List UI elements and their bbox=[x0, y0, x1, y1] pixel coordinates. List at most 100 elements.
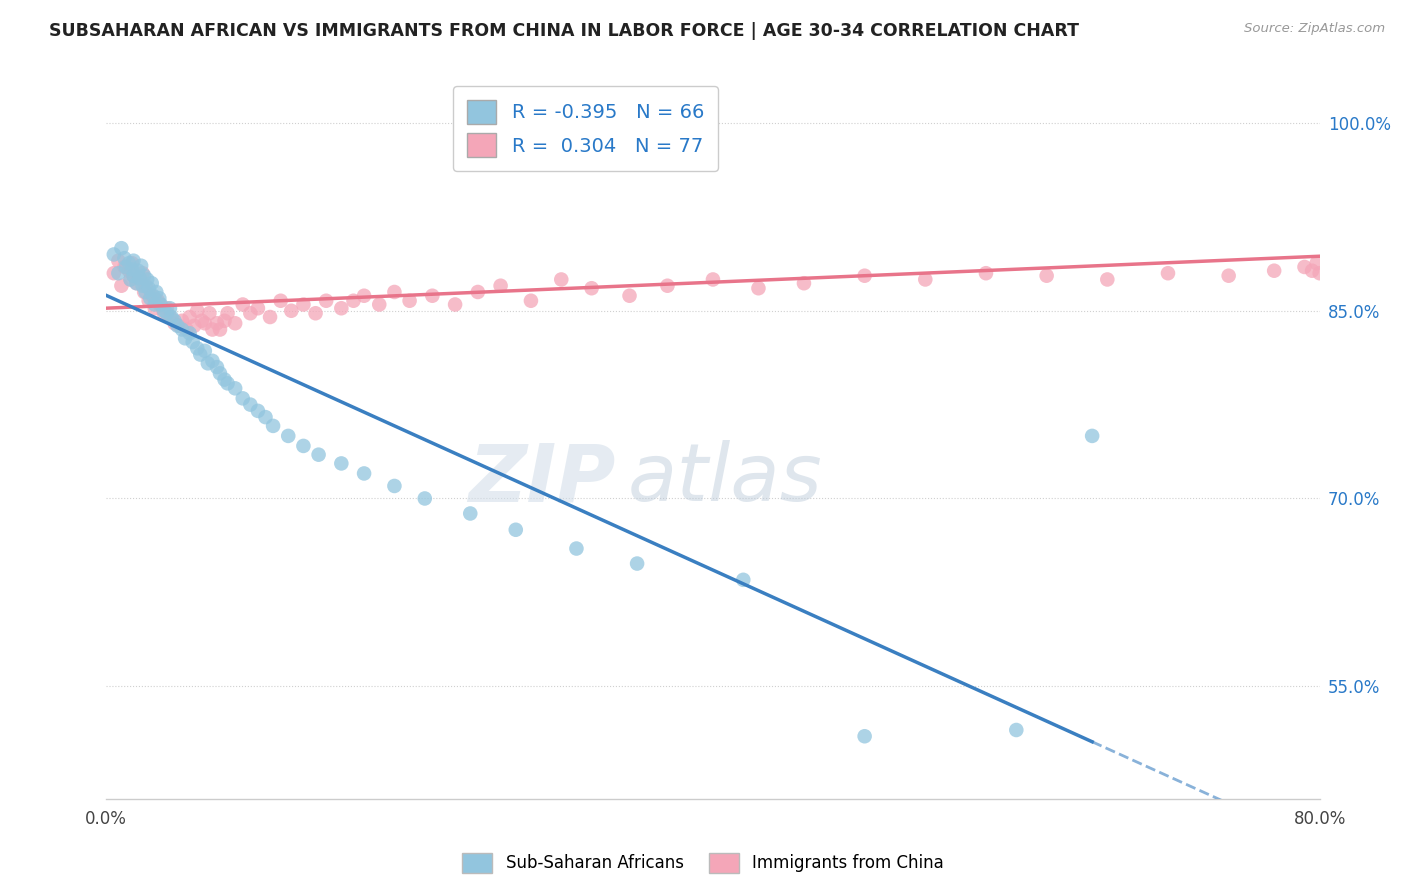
Point bbox=[159, 310, 181, 324]
Point bbox=[254, 410, 277, 425]
Point bbox=[1097, 272, 1119, 286]
Point bbox=[122, 268, 145, 283]
Point bbox=[246, 404, 269, 418]
Point bbox=[148, 297, 170, 311]
Point bbox=[232, 392, 254, 406]
Point bbox=[125, 277, 148, 291]
Point bbox=[160, 310, 183, 324]
Point bbox=[183, 318, 205, 333]
Point bbox=[128, 271, 150, 285]
Point bbox=[208, 367, 231, 381]
Point bbox=[619, 289, 641, 303]
Point bbox=[368, 297, 391, 311]
Point bbox=[505, 523, 527, 537]
Point bbox=[205, 316, 228, 330]
Point bbox=[270, 293, 292, 308]
Point bbox=[166, 318, 188, 333]
Point bbox=[153, 306, 176, 320]
Point bbox=[149, 297, 172, 311]
Point bbox=[110, 241, 132, 255]
Point bbox=[134, 268, 156, 283]
Point bbox=[217, 306, 239, 320]
Point bbox=[304, 306, 326, 320]
Point bbox=[702, 272, 724, 286]
Point bbox=[1263, 263, 1285, 277]
Point bbox=[262, 418, 284, 433]
Point bbox=[141, 289, 163, 303]
Point bbox=[186, 303, 208, 318]
Point bbox=[118, 256, 141, 270]
Point bbox=[330, 457, 353, 471]
Point bbox=[197, 356, 219, 370]
Point bbox=[107, 266, 129, 280]
Point bbox=[747, 281, 769, 295]
Point bbox=[398, 293, 420, 308]
Point bbox=[181, 334, 204, 349]
Point bbox=[1035, 268, 1057, 283]
Point bbox=[626, 557, 648, 571]
Point bbox=[458, 507, 481, 521]
Point bbox=[1005, 723, 1028, 737]
Point bbox=[145, 285, 167, 299]
Point bbox=[114, 260, 136, 274]
Point bbox=[128, 271, 150, 285]
Point bbox=[444, 297, 467, 311]
Point bbox=[194, 343, 217, 358]
Point bbox=[153, 303, 176, 318]
Point bbox=[1157, 266, 1180, 280]
Point bbox=[277, 429, 299, 443]
Point bbox=[342, 293, 364, 308]
Point bbox=[208, 322, 231, 336]
Point bbox=[127, 263, 149, 277]
Point bbox=[120, 272, 142, 286]
Point bbox=[143, 297, 166, 311]
Point bbox=[1218, 268, 1240, 283]
Point bbox=[129, 259, 152, 273]
Point bbox=[179, 310, 201, 324]
Point bbox=[657, 278, 679, 293]
Point bbox=[143, 301, 166, 316]
Point bbox=[191, 314, 214, 328]
Point bbox=[353, 467, 375, 481]
Point bbox=[733, 573, 755, 587]
Legend: Sub-Saharan Africans, Immigrants from China: Sub-Saharan Africans, Immigrants from Ch… bbox=[456, 847, 950, 880]
Point bbox=[467, 285, 489, 299]
Point bbox=[186, 341, 208, 355]
Point bbox=[163, 316, 186, 330]
Point bbox=[170, 314, 193, 328]
Point bbox=[170, 322, 193, 336]
Point bbox=[194, 316, 217, 330]
Point bbox=[565, 541, 588, 556]
Point bbox=[115, 260, 138, 274]
Point bbox=[142, 289, 165, 303]
Point bbox=[167, 318, 190, 333]
Point bbox=[107, 253, 129, 268]
Text: SUBSAHARAN AFRICAN VS IMMIGRANTS FROM CHINA IN LABOR FORCE | AGE 30-34 CORRELATI: SUBSAHARAN AFRICAN VS IMMIGRANTS FROM CH… bbox=[49, 22, 1080, 40]
Point bbox=[131, 266, 153, 280]
Point bbox=[134, 285, 156, 299]
Text: ZIP: ZIP bbox=[468, 441, 616, 518]
Point bbox=[135, 278, 157, 293]
Point bbox=[246, 301, 269, 316]
Point bbox=[413, 491, 436, 506]
Point bbox=[239, 306, 262, 320]
Point bbox=[1294, 260, 1316, 274]
Point bbox=[139, 291, 162, 305]
Point bbox=[214, 314, 236, 328]
Point bbox=[232, 297, 254, 311]
Point bbox=[214, 373, 236, 387]
Point bbox=[853, 268, 876, 283]
Point bbox=[1305, 256, 1327, 270]
Point bbox=[292, 439, 315, 453]
Point bbox=[292, 297, 315, 311]
Point bbox=[122, 253, 145, 268]
Point bbox=[138, 293, 160, 308]
Point bbox=[308, 448, 330, 462]
Point bbox=[138, 281, 160, 295]
Point bbox=[1301, 263, 1323, 277]
Point bbox=[259, 310, 281, 324]
Point bbox=[1081, 429, 1104, 443]
Point bbox=[330, 301, 353, 316]
Point bbox=[188, 347, 211, 361]
Point bbox=[384, 479, 406, 493]
